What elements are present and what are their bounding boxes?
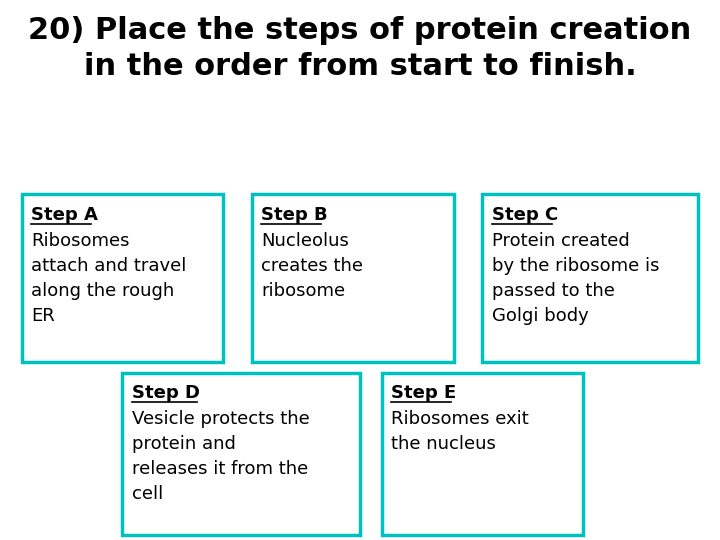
Text: Protein created
by the ribosome is
passed to the
Golgi body: Protein created by the ribosome is passe… — [492, 232, 660, 325]
FancyBboxPatch shape — [382, 373, 583, 535]
FancyBboxPatch shape — [122, 373, 360, 535]
Text: Step A: Step A — [31, 206, 98, 224]
FancyBboxPatch shape — [22, 194, 223, 362]
Text: Ribosomes exit
the nucleus: Ribosomes exit the nucleus — [391, 410, 528, 454]
Text: Step E: Step E — [391, 384, 456, 402]
Text: Ribosomes
attach and travel
along the rough
ER: Ribosomes attach and travel along the ro… — [31, 232, 186, 325]
Text: Step D: Step D — [132, 384, 199, 402]
FancyBboxPatch shape — [482, 194, 698, 362]
Text: Step B: Step B — [261, 206, 328, 224]
Text: Nucleolus
creates the
ribosome: Nucleolus creates the ribosome — [261, 232, 364, 300]
Text: 20) Place the steps of protein creation
in the order from start to finish.: 20) Place the steps of protein creation … — [28, 16, 692, 81]
FancyBboxPatch shape — [252, 194, 454, 362]
Text: Vesicle protects the
protein and
releases it from the
cell: Vesicle protects the protein and release… — [132, 410, 310, 503]
Text: Step C: Step C — [492, 206, 558, 224]
